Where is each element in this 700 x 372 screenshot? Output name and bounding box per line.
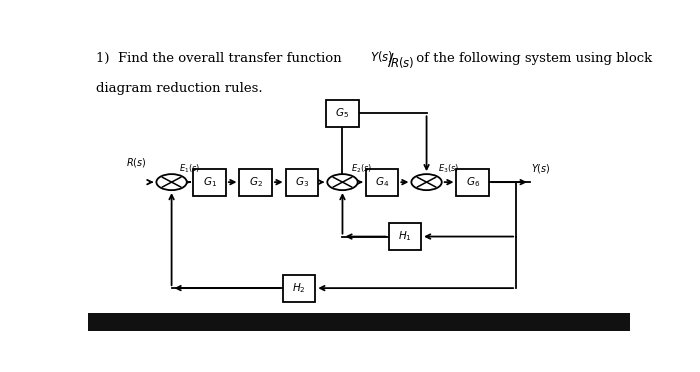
Bar <box>326 100 358 127</box>
Text: $Y(s)$: $Y(s)$ <box>531 162 551 175</box>
Circle shape <box>156 174 187 190</box>
Text: $H_2$: $H_2$ <box>293 281 306 295</box>
Text: $Y(s)$: $Y(s)$ <box>370 49 393 64</box>
Text: $E_1(s)$: $E_1(s)$ <box>179 163 201 175</box>
Text: $G_6$: $G_6$ <box>466 175 480 189</box>
Text: of the following system using block: of the following system using block <box>412 52 652 65</box>
Bar <box>286 169 318 196</box>
Text: $G_1$: $G_1$ <box>202 175 216 189</box>
Text: 1)  Find the overall transfer function: 1) Find the overall transfer function <box>96 52 342 65</box>
Bar <box>456 169 489 196</box>
Bar <box>239 169 272 196</box>
Text: diagram reduction rules.: diagram reduction rules. <box>96 82 262 95</box>
Bar <box>193 169 226 196</box>
Text: $H_1$: $H_1$ <box>398 230 412 243</box>
Text: /: / <box>388 52 393 69</box>
Text: $G_2$: $G_2$ <box>248 175 262 189</box>
Circle shape <box>412 174 442 190</box>
Bar <box>283 275 315 302</box>
Text: $G_5$: $G_5$ <box>335 106 349 120</box>
Text: $E_3(s)$: $E_3(s)$ <box>438 163 460 175</box>
Text: $G_3$: $G_3$ <box>295 175 309 189</box>
Circle shape <box>328 174 358 190</box>
Text: $E_2(s)$: $E_2(s)$ <box>351 163 372 175</box>
Text: $R(s)$: $R(s)$ <box>126 156 146 169</box>
Bar <box>88 313 630 331</box>
Bar <box>366 169 398 196</box>
Text: $R(s)$: $R(s)$ <box>390 55 414 70</box>
Bar <box>389 223 421 250</box>
Text: $G_4$: $G_4$ <box>375 175 389 189</box>
